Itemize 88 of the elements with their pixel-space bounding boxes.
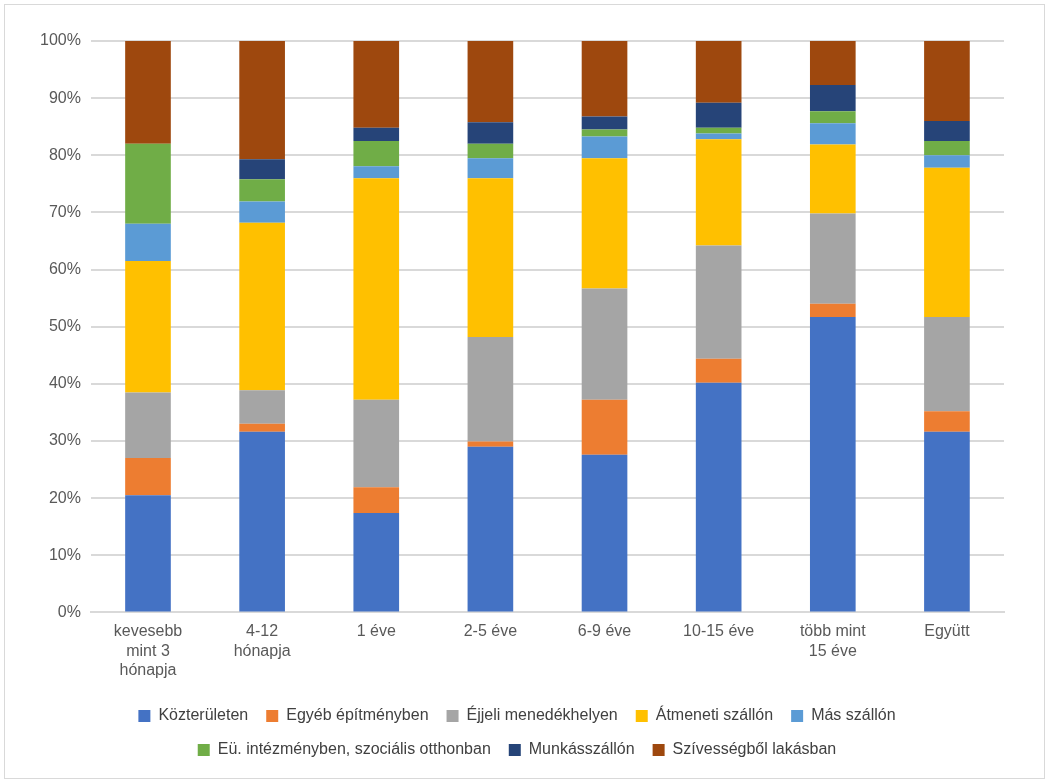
x-tick-label: 2-5 éve (463, 622, 518, 640)
legend-label: Szívességből lakásban (672, 740, 837, 758)
bar (924, 431, 970, 612)
bar (924, 141, 970, 156)
bar (809, 316, 856, 612)
bar (467, 122, 514, 144)
bar (809, 303, 856, 317)
bar (581, 158, 628, 289)
bar (809, 41, 856, 85)
bar (809, 111, 856, 124)
bar (353, 141, 400, 167)
legend-label: Átmeneti szállón (655, 705, 774, 724)
bar (467, 446, 514, 612)
bar (809, 85, 856, 112)
x-tick-label: 4-12 hónapja (233, 622, 291, 659)
bar (467, 143, 514, 159)
bar (239, 423, 285, 432)
bar (924, 41, 970, 121)
bar (695, 139, 742, 246)
x-tick-label: 10-15 éve (683, 622, 755, 640)
bar (467, 336, 514, 442)
bar (924, 316, 970, 412)
bar (239, 201, 285, 223)
bar (581, 41, 628, 117)
y-tick-label: 10% (48, 545, 81, 563)
bar (924, 167, 970, 317)
legend-label: Egyéb építményben (286, 706, 429, 724)
bar (695, 382, 742, 612)
bar (125, 458, 171, 496)
legend-label: Munkásszállón (528, 740, 635, 758)
bar (353, 512, 400, 612)
bar (239, 179, 285, 202)
x-tick-label: 1 éve (356, 622, 396, 640)
bar (581, 399, 628, 455)
y-tick-label: 30% (48, 431, 81, 449)
bar (809, 213, 856, 304)
bar (695, 102, 742, 128)
bar (924, 411, 970, 432)
y-tick-label: 40% (48, 374, 81, 392)
bar (239, 159, 285, 180)
bar (239, 431, 285, 612)
bar (353, 127, 400, 141)
bar (353, 41, 400, 128)
bar (924, 155, 970, 168)
bar (125, 392, 171, 459)
y-tick-label: 80% (48, 145, 81, 163)
bar (353, 399, 400, 488)
bar (125, 223, 171, 261)
y-tick-label: 20% (48, 488, 81, 506)
bar (239, 390, 285, 424)
bar (125, 41, 171, 144)
bar (467, 178, 514, 337)
bar (581, 116, 628, 130)
bar (467, 441, 514, 447)
bar (125, 260, 171, 393)
y-tick-label: 70% (48, 202, 81, 220)
y-tick-label: 100% (40, 31, 81, 49)
legend-label: Eü. intézményben, szociális otthonban (217, 740, 491, 758)
y-tick-label: 90% (48, 88, 81, 106)
bar (581, 288, 628, 400)
y-tick-label: 60% (48, 259, 81, 277)
bar (924, 121, 970, 141)
bar (239, 41, 285, 160)
bar (353, 178, 400, 400)
y-tick-label: 50% (48, 317, 81, 335)
bar (125, 143, 171, 224)
bar (467, 158, 514, 179)
bar (809, 123, 856, 145)
x-tick-label: Együtt (924, 622, 971, 640)
x-tick-label: több mint 15 éve (799, 622, 867, 659)
bar (695, 41, 742, 103)
bar (125, 495, 171, 612)
bar (239, 222, 285, 391)
x-tick-label: 6-9 éve (577, 622, 632, 640)
legend-label: Éjjeli menedékhelyen (466, 705, 618, 724)
bar (695, 245, 742, 359)
bar (809, 144, 856, 214)
bar (581, 454, 628, 612)
bar (695, 127, 742, 134)
legend-label: Más szállón (811, 706, 896, 724)
bar (353, 166, 400, 179)
bar (467, 41, 514, 123)
bar (353, 487, 400, 513)
y-tick-label: 0% (57, 602, 81, 620)
bar (695, 358, 742, 383)
x-tick-label: kevesebb mint 3 hónapja (113, 622, 183, 678)
bar (581, 136, 628, 159)
legend-label: Közterületen (158, 706, 249, 724)
